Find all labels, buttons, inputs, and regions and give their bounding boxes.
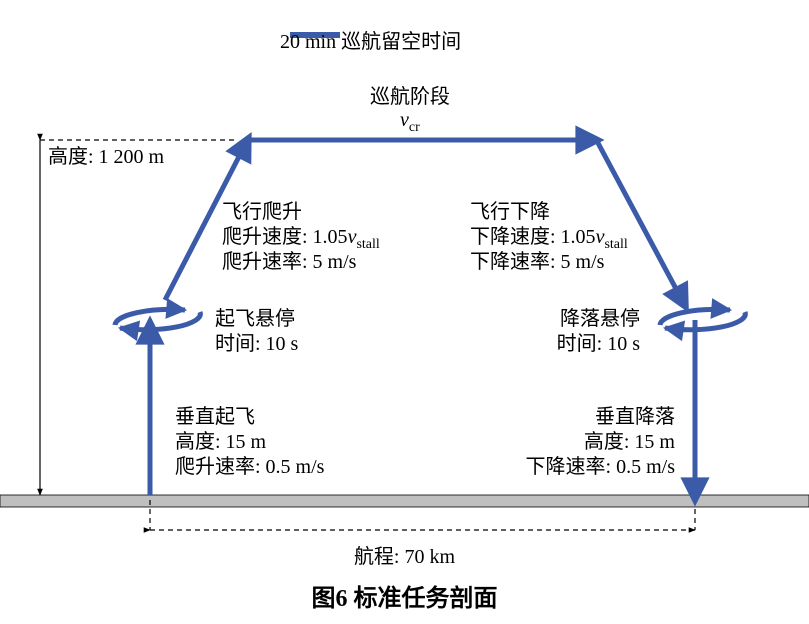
ground <box>0 495 809 507</box>
diagram-container: 20 min 巡航留空时间 巡航阶段 vcr 高度: 1 200 m 飞行爬升 … <box>0 0 809 624</box>
landing-hover-time: 时间: 10 s <box>500 327 640 356</box>
climb-rate: 爬升速率: 5 m/s <box>222 245 356 274</box>
loiter-label: 20 min 巡航留空时间 <box>280 25 461 54</box>
figure-caption: 图6 标准任务剖面 <box>0 578 809 613</box>
vto-rate: 爬升速率: 0.5 m/s <box>175 450 324 479</box>
descent-rate: 下降速率: 5 m/s <box>470 245 604 274</box>
cruise-phase-label: 巡航阶段 <box>370 80 450 109</box>
vld-rate: 下降速率: 0.5 m/s <box>495 450 675 479</box>
takeoff-hover-time: 时间: 10 s <box>215 327 298 356</box>
vcr-label: vcr <box>400 109 420 136</box>
range-label: 航程: 70 km <box>0 540 809 569</box>
altitude-label: 高度: 1 200 m <box>48 140 164 169</box>
takeoff-hover-ellipse <box>115 309 200 329</box>
landing-hover-ellipse <box>660 309 745 329</box>
